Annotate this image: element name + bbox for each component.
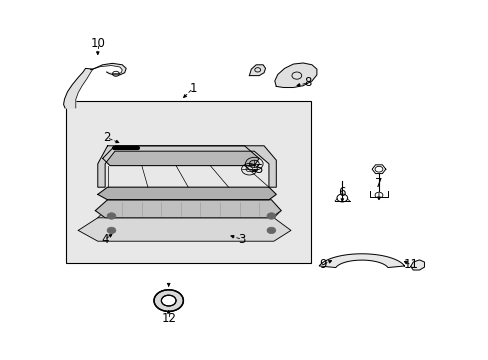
Text: 4: 4	[101, 233, 109, 246]
Text: 3: 3	[238, 233, 245, 246]
Text: 12: 12	[161, 312, 176, 325]
Polygon shape	[95, 200, 281, 218]
Circle shape	[107, 227, 116, 234]
Polygon shape	[102, 146, 259, 166]
Polygon shape	[249, 65, 265, 76]
Text: 10: 10	[90, 37, 105, 50]
Polygon shape	[410, 260, 424, 270]
Circle shape	[266, 213, 275, 219]
Text: 8: 8	[304, 76, 311, 89]
Text: 1: 1	[189, 82, 197, 95]
Polygon shape	[98, 211, 281, 218]
Polygon shape	[63, 63, 126, 108]
Text: 11: 11	[403, 258, 417, 271]
Text: 7: 7	[374, 177, 382, 190]
Polygon shape	[98, 187, 276, 200]
Polygon shape	[78, 218, 290, 241]
Polygon shape	[274, 63, 316, 87]
Polygon shape	[319, 254, 404, 267]
Polygon shape	[154, 290, 183, 311]
Text: 6: 6	[338, 186, 346, 199]
Circle shape	[107, 213, 116, 219]
Text: 9: 9	[318, 258, 326, 271]
Text: 2: 2	[102, 131, 110, 144]
Text: 5: 5	[255, 163, 263, 176]
Circle shape	[266, 227, 275, 234]
Polygon shape	[98, 146, 276, 187]
Bar	[66, 101, 310, 263]
